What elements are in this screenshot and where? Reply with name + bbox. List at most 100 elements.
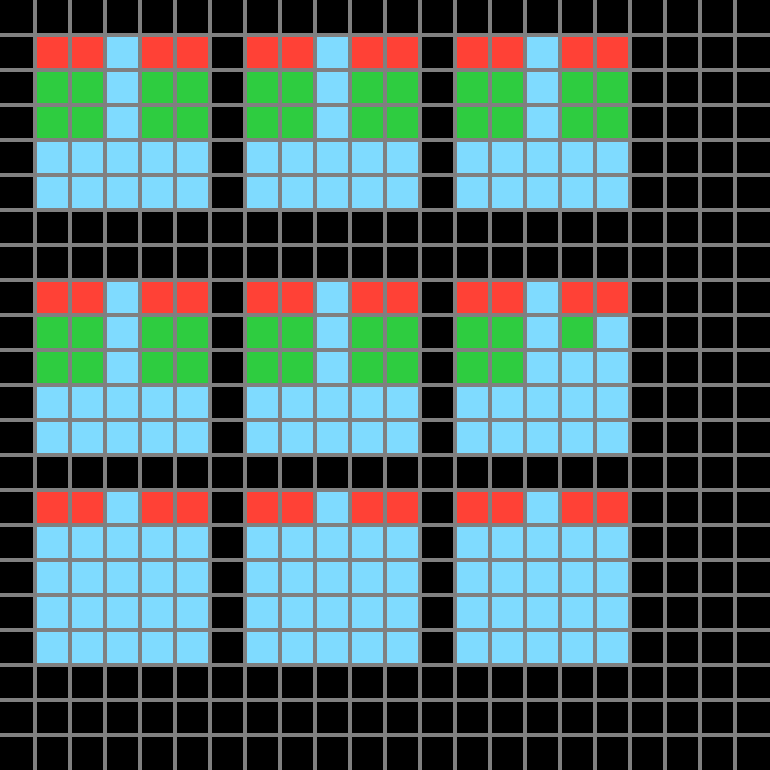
grid-cell [352, 597, 383, 628]
grid-cell [737, 562, 768, 593]
grid-cell [387, 702, 418, 733]
grid-cell [37, 352, 68, 383]
grid-cell [212, 737, 243, 768]
grid-cell [597, 632, 628, 663]
grid-cell [142, 212, 173, 243]
grid-cell [492, 72, 523, 103]
grid-cell [37, 492, 68, 523]
grid-cell [37, 702, 68, 733]
grid-line-horizontal [0, 558, 770, 562]
grid-cell [107, 562, 138, 593]
grid-cell [702, 422, 733, 453]
grid-cell [387, 457, 418, 488]
grid-cell [177, 317, 208, 348]
grid-cell [667, 527, 698, 558]
grid-cell [562, 492, 593, 523]
grid-cell [667, 597, 698, 628]
grid-cell [492, 667, 523, 698]
grid-cell [527, 387, 558, 418]
grid-cell [352, 632, 383, 663]
grid-cell [597, 737, 628, 768]
grid-cell [177, 387, 208, 418]
grid-cell [422, 387, 453, 418]
grid-cell [597, 317, 628, 348]
grid-cell [247, 177, 278, 208]
grid-cell [317, 177, 348, 208]
grid-cell [142, 527, 173, 558]
grid-cell [457, 317, 488, 348]
grid-cell [72, 177, 103, 208]
grid-cell [632, 282, 663, 313]
grid-cell [317, 737, 348, 768]
grid-cell [282, 282, 313, 313]
grid-cell [247, 702, 278, 733]
grid-cell [142, 177, 173, 208]
grid-cell [562, 317, 593, 348]
grid-cell [597, 702, 628, 733]
grid-cell [597, 492, 628, 523]
grid-cell [2, 667, 33, 698]
grid-cell [457, 597, 488, 628]
grid-line-horizontal [0, 628, 770, 632]
grid-cell [667, 737, 698, 768]
grid-cell [597, 282, 628, 313]
grid-cell [2, 597, 33, 628]
grid-cell [702, 632, 733, 663]
grid-cell [282, 247, 313, 278]
grid-cell [632, 597, 663, 628]
grid-cell [562, 107, 593, 138]
grid-cell [562, 352, 593, 383]
grid-cell [317, 387, 348, 418]
grid-cell [527, 247, 558, 278]
grid-cell [282, 457, 313, 488]
grid-cell [737, 142, 768, 173]
grid-cell [352, 107, 383, 138]
grid-cell [667, 107, 698, 138]
grid-cell [492, 737, 523, 768]
grid-cell [142, 282, 173, 313]
grid-cell [667, 72, 698, 103]
grid-cell [527, 177, 558, 208]
grid-cell [422, 597, 453, 628]
grid-cell [212, 282, 243, 313]
grid-cell [352, 352, 383, 383]
grid-cell [632, 457, 663, 488]
grid-cell [632, 527, 663, 558]
grid-cell [422, 317, 453, 348]
grid-cell [352, 317, 383, 348]
grid-cell [2, 422, 33, 453]
grid-cell [247, 107, 278, 138]
grid-cell [317, 527, 348, 558]
grid-cell [702, 492, 733, 523]
grid-cell [387, 352, 418, 383]
grid-cell [247, 247, 278, 278]
grid-cell [457, 527, 488, 558]
grid-cell [702, 702, 733, 733]
grid-cell [387, 317, 418, 348]
grid-cell [212, 212, 243, 243]
grid-cell [737, 527, 768, 558]
grid-cell [107, 37, 138, 68]
grid-line-horizontal [0, 173, 770, 177]
grid-cell [37, 317, 68, 348]
grid-cell [352, 37, 383, 68]
grid-cell [737, 667, 768, 698]
grid-cell [282, 422, 313, 453]
grid-cell [317, 422, 348, 453]
grid-cell [632, 107, 663, 138]
grid-cell [72, 527, 103, 558]
grid-cell [387, 37, 418, 68]
grid-cell [597, 107, 628, 138]
grid-cell [562, 457, 593, 488]
grid-cell [282, 737, 313, 768]
grid-cell [142, 492, 173, 523]
grid-cell [562, 282, 593, 313]
grid-cell [492, 282, 523, 313]
grid-cell [562, 72, 593, 103]
grid-cell [72, 72, 103, 103]
grid-cell [527, 37, 558, 68]
grid-cell [212, 352, 243, 383]
grid-cell [177, 72, 208, 103]
grid-cell [282, 2, 313, 33]
grid-cell [142, 107, 173, 138]
